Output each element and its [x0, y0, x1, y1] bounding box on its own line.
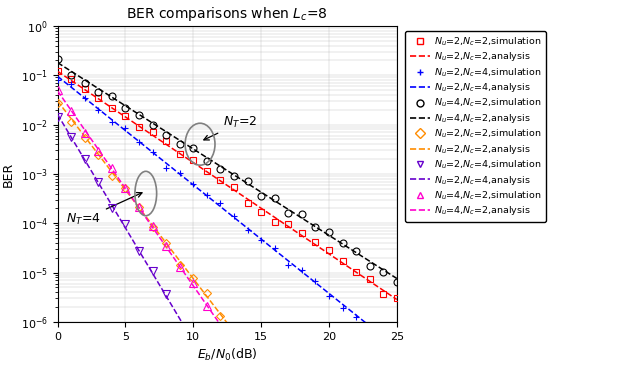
- X-axis label: $E_b$/$N_0$(dB): $E_b$/$N_0$(dB): [197, 347, 257, 363]
- Y-axis label: BER: BER: [2, 161, 15, 186]
- Legend: $N_u$=2,$N_c$=2,simulation, $N_u$=2,$N_c$=2,analysis, $N_u$=2,$N_c$=4,simulation: $N_u$=2,$N_c$=2,simulation, $N_u$=2,$N_c…: [405, 31, 547, 222]
- Title: BER comparisons when $L_c$=8: BER comparisons when $L_c$=8: [126, 4, 328, 23]
- Text: $N_T$=4: $N_T$=4: [67, 192, 142, 227]
- Text: $N_T$=2: $N_T$=2: [204, 115, 257, 140]
